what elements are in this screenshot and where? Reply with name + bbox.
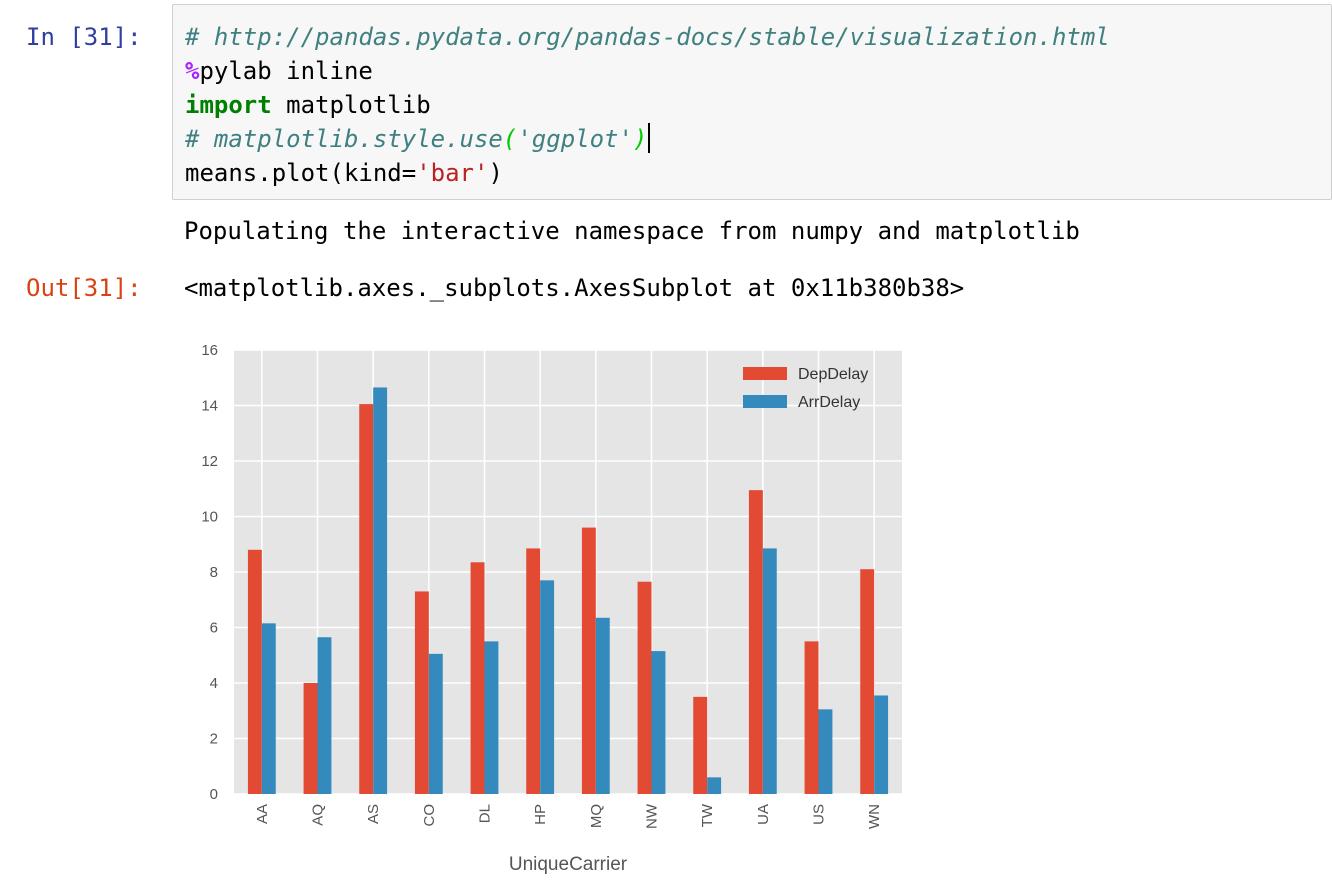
- x-tick-label: UA: [755, 804, 772, 825]
- x-tick-label: MQ: [588, 804, 605, 828]
- bar-depdelay-dl: [470, 562, 485, 794]
- bar-depdelay-aq: [303, 683, 318, 794]
- bar-arrdelay-aq: [317, 637, 332, 794]
- x-tick-label: AQ: [310, 804, 327, 826]
- input-prompt: In [31]:: [26, 23, 142, 51]
- code-call: means.plot(kind=: [185, 159, 417, 187]
- bar-depdelay-co: [414, 591, 429, 794]
- bar-chart: 0 2 4 6 8 10 12 14 16 AA AQ AS CO DL HP MQ NW TW UA US WN Uni…: [201, 342, 902, 875]
- x-tick-label: WN: [866, 804, 883, 829]
- bar-depdelay-hp: [526, 548, 541, 794]
- output-prompt: Out[31]:: [26, 274, 142, 302]
- keyword-import: import: [185, 91, 272, 119]
- code-string: 'bar': [416, 159, 489, 187]
- code-comment: # matplotlib.style.use: [185, 125, 503, 153]
- code-cell-editor[interactable]: # http://pandas.pydata.org/pandas-docs/s…: [172, 4, 1332, 200]
- bar-arrdelay-wn: [874, 695, 889, 794]
- bar-depdelay-as: [359, 404, 374, 794]
- x-axis-label: UniqueCarrier: [509, 854, 628, 875]
- y-tick-label: 10: [201, 509, 218, 526]
- y-tick-label: 6: [210, 620, 218, 637]
- bar-arrdelay-dl: [484, 641, 499, 794]
- bar-arrdelay-us: [818, 709, 833, 794]
- y-tick-label: 8: [210, 564, 218, 581]
- bar-arrdelay-tw: [707, 777, 722, 794]
- magic-percent: %: [185, 57, 200, 85]
- code-line-1: # http://pandas.pydata.org/pandas-docs/s…: [185, 20, 1331, 54]
- bar-arrdelay-nw: [651, 651, 666, 794]
- bar-arrdelay-co: [428, 653, 443, 794]
- code-line-4: # matplotlib.style.use('ggplot'): [185, 122, 1331, 156]
- bar-arrdelay-ua: [762, 548, 777, 794]
- legend-label-arrdelay: ArrDelay: [798, 394, 860, 411]
- y-tick-label: 4: [210, 675, 218, 692]
- bar-depdelay-ua: [748, 490, 763, 794]
- legend-swatch-arrdelay: [743, 395, 787, 408]
- x-tick-label: TW: [699, 803, 716, 827]
- code-line-3: import matplotlib: [185, 88, 1331, 122]
- y-tick-label: 14: [201, 398, 218, 415]
- y-tick-label: 0: [210, 786, 218, 803]
- text-cursor: [648, 123, 651, 153]
- x-tick-label: NW: [644, 803, 661, 829]
- code-line-5: means.plot(kind='bar'): [185, 156, 1331, 190]
- y-tick-label: 16: [201, 342, 218, 359]
- bar-arrdelay-aa: [261, 623, 276, 794]
- bar-depdelay-nw: [637, 581, 652, 794]
- code-call-close: ): [488, 159, 503, 187]
- x-tick-label: US: [811, 804, 828, 825]
- bar-arrdelay-as: [373, 387, 388, 794]
- bar-arrdelay-hp: [540, 580, 555, 794]
- bar-depdelay-mq: [581, 527, 596, 794]
- y-tick-label: 12: [201, 453, 218, 470]
- x-tick-label: CO: [421, 804, 438, 827]
- comment-string: 'ggplot': [517, 125, 633, 153]
- module-name: matplotlib: [271, 91, 431, 119]
- bar-depdelay-tw: [693, 696, 708, 794]
- y-tick-label: 2: [210, 731, 218, 748]
- stdout-text: Populating the interactive namespace fro…: [184, 217, 1080, 245]
- x-tick-label: HP: [532, 804, 549, 825]
- bar-depdelay-wn: [860, 569, 875, 794]
- bar-depdelay-aa: [247, 549, 262, 794]
- bar-arrdelay-mq: [595, 617, 610, 794]
- output-repr: <matplotlib.axes._subplots.AxesSubplot a…: [184, 274, 965, 302]
- x-tick-label: DL: [477, 804, 494, 823]
- legend-label-depdelay: DepDelay: [798, 366, 868, 383]
- x-tick-label: AS: [365, 804, 382, 824]
- paren-open: (: [502, 125, 518, 153]
- paren-close: ): [632, 125, 648, 153]
- magic-command: pylab inline: [199, 57, 373, 85]
- legend-swatch-depdelay: [743, 367, 787, 380]
- x-tick-label: AA: [254, 804, 271, 824]
- code-line-2: %pylab inline: [185, 54, 1331, 88]
- bar-depdelay-us: [804, 641, 819, 794]
- code-comment: # http://pandas.pydata.org/pandas-docs/s…: [185, 23, 1110, 51]
